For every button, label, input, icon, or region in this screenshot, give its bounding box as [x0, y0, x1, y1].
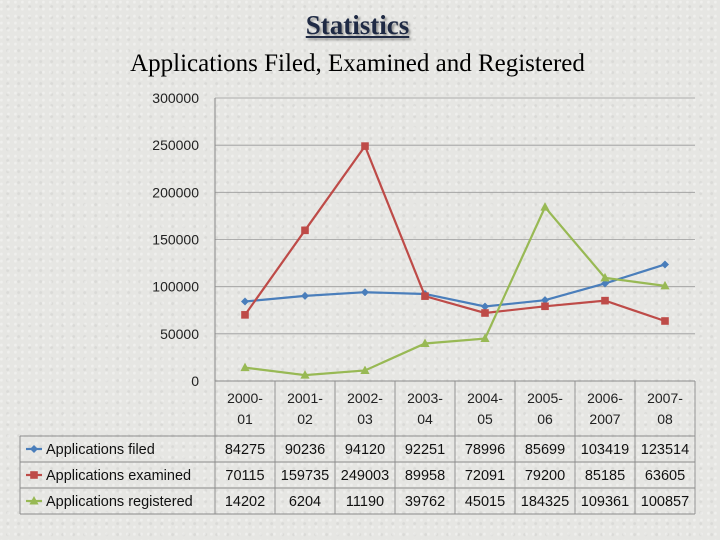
data-point [241, 297, 249, 306]
data-point [360, 365, 370, 374]
data-point [361, 288, 369, 297]
legend-label: Applications filed [46, 442, 155, 458]
y-axis-ticks: 0 50000 100000 150000 200000 250000 300000 [152, 90, 199, 389]
data-point [540, 202, 550, 211]
data-point [301, 226, 309, 235]
data-point [241, 311, 249, 319]
data-point [361, 142, 369, 150]
table-cell: 109361 [581, 494, 629, 510]
data-point [541, 296, 549, 305]
y-tick-label: 100000 [152, 279, 199, 295]
data-point [481, 302, 489, 311]
table-cell: 79200 [525, 468, 565, 484]
series-applications-examined [241, 142, 669, 325]
data-point [601, 279, 609, 288]
data-point [420, 338, 430, 347]
legend-label: Applications examined [46, 468, 191, 484]
chart-grid [214, 97, 695, 382]
series-applications-registered [240, 202, 670, 379]
data-point [481, 309, 489, 317]
x-tick-label: 2001-02 [287, 390, 323, 427]
y-tick-label: 250000 [152, 137, 199, 153]
x-tick-label: 2002-03 [347, 390, 383, 427]
table-cell: 39762 [405, 494, 445, 510]
page-title: Statistics [305, 10, 410, 40]
x-tick-label: 2003-04 [407, 390, 443, 427]
series-line [244, 143, 666, 323]
table-cell: 94120 [345, 442, 385, 458]
table-cell: 89958 [405, 468, 445, 484]
legend-marker [30, 445, 38, 453]
data-point [661, 317, 669, 325]
y-tick-label: 50000 [160, 326, 199, 342]
table-cell: 72091 [465, 468, 505, 484]
series-applications-filed [241, 260, 669, 311]
series-line [244, 205, 666, 377]
data-point [240, 362, 250, 372]
y-tick-label: 300000 [152, 90, 199, 106]
legend-marker [30, 471, 38, 479]
table-cell: 85185 [585, 468, 625, 484]
x-tick-label: 2006-2007 [587, 390, 623, 427]
table-cell: 78996 [465, 442, 505, 458]
table-cell: 184325 [521, 494, 569, 510]
table-cell: 11190 [346, 494, 384, 510]
data-point [660, 280, 670, 290]
table-cell: 63605 [645, 468, 685, 484]
y-tick-label: 200000 [152, 184, 199, 200]
x-tick-label: 2004-05 [467, 390, 503, 427]
y-tick-label: 150000 [152, 232, 199, 248]
x-tick-label: 2000-01 [227, 390, 263, 427]
table-cell: 92251 [405, 442, 445, 458]
page-subtitle: Applications Filed, Examined and Registe… [130, 50, 585, 77]
table-cell: 100857 [641, 494, 689, 510]
data-point [600, 272, 610, 282]
table-cell: 14202 [225, 494, 265, 510]
data-point [421, 292, 429, 300]
data-point [661, 260, 669, 269]
table-cell: 45015 [465, 494, 505, 510]
chart-series [240, 142, 670, 379]
table-cell: 6204 [289, 494, 321, 510]
legend-marker [29, 496, 39, 505]
x-tick-label: 2005-06 [527, 390, 563, 427]
data-table: 2000-01 2001-02 2002-03 2003-04 2004-05 2005-… [19, 380, 696, 515]
table-cell: 123514 [641, 442, 689, 458]
table-cell: 84275 [225, 442, 265, 458]
table-cell: 70115 [225, 468, 264, 484]
table-cell: 103419 [581, 442, 629, 458]
x-tick-label: 2007-08 [647, 390, 683, 427]
table-cell: 85699 [525, 442, 565, 458]
data-point [301, 291, 309, 300]
table-cell: 159735 [281, 468, 329, 484]
table-cell: 249003 [341, 468, 389, 484]
series-line [244, 263, 666, 308]
data-point [480, 333, 490, 343]
table-cell: 90236 [285, 442, 325, 458]
data-point [601, 296, 609, 305]
y-tick-label: 0 [191, 373, 199, 389]
legend-label: Applications registered [46, 494, 193, 510]
data-point [541, 302, 549, 311]
data-point [300, 370, 310, 379]
